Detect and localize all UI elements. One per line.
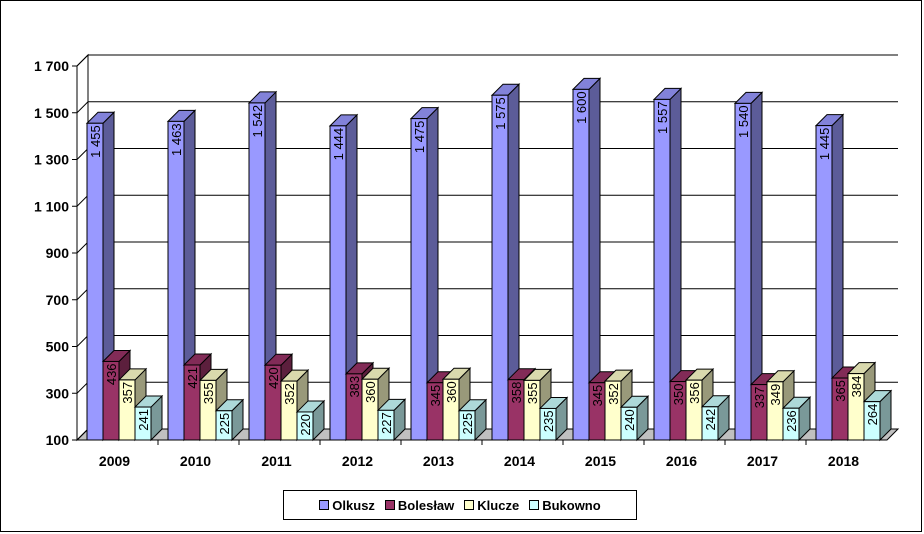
data-label: 337 xyxy=(752,387,767,409)
plot-back-wall xyxy=(77,55,898,440)
data-label: 242 xyxy=(703,409,718,431)
y-tick-label: 900 xyxy=(46,245,70,261)
data-label: 1 463 xyxy=(169,123,184,156)
data-label: 264 xyxy=(865,404,880,426)
bar-bukowno xyxy=(863,401,881,441)
data-label: 357 xyxy=(120,382,135,404)
x-tick-label: 2014 xyxy=(504,453,535,469)
legend-label: Bolesław xyxy=(397,497,455,513)
x-tick-label: 2017 xyxy=(747,453,778,469)
x-tick-label: 2013 xyxy=(423,453,454,469)
data-label: 420 xyxy=(266,367,281,389)
data-label: 1 444 xyxy=(331,128,346,161)
bar-bukowno xyxy=(701,406,719,441)
data-label: 349 xyxy=(768,384,783,406)
gridline xyxy=(76,54,898,67)
data-label: 436 xyxy=(104,363,119,385)
data-label: 235 xyxy=(541,410,556,432)
bar-bukowno xyxy=(539,407,557,441)
y-tick-label: 700 xyxy=(46,292,70,308)
data-label: 421 xyxy=(185,367,200,389)
y-tick-label: 100 xyxy=(46,432,70,448)
bar-olkusz xyxy=(653,98,671,441)
gridline xyxy=(76,101,898,114)
data-label: 383 xyxy=(347,376,362,398)
x-tick-label: 2012 xyxy=(342,453,373,469)
bar-klucze xyxy=(442,378,460,441)
x-tick-label: 2018 xyxy=(828,453,859,469)
legend-swatch xyxy=(464,500,475,510)
chart-legend: Olkusz Bolesław Klucze Bukowno xyxy=(283,490,637,520)
bar-olkusz xyxy=(734,102,752,441)
bar-olkusz xyxy=(572,88,590,441)
data-label: 1 542 xyxy=(250,105,265,138)
legend-entry: Bukowno xyxy=(529,498,601,513)
legend-label: Klucze xyxy=(477,497,520,513)
data-label: 345 xyxy=(590,385,605,407)
data-label: 360 xyxy=(363,381,378,403)
bar-olkusz xyxy=(815,125,833,441)
data-label: 1 575 xyxy=(493,97,508,130)
bar-klucze xyxy=(280,380,298,441)
data-label: 352 xyxy=(606,383,621,405)
x-tick-label: 2011 xyxy=(261,453,292,469)
data-label: 345 xyxy=(428,385,443,407)
legend-swatch xyxy=(529,500,540,510)
bar-bukowno xyxy=(377,409,395,441)
data-label: 360 xyxy=(444,381,459,403)
legend-entry: Klucze xyxy=(464,498,519,513)
data-label: 227 xyxy=(379,412,394,434)
data-label: 1 455 xyxy=(88,125,103,158)
data-label: 358 xyxy=(509,382,524,404)
data-label: 355 xyxy=(201,382,216,404)
data-label: 1 445 xyxy=(817,128,832,161)
bar-olkusz xyxy=(491,94,509,441)
bar-olkusz xyxy=(410,118,428,441)
bar-bukowno xyxy=(215,410,233,441)
data-label: 240 xyxy=(622,409,637,431)
legend-label: Olkusz xyxy=(332,497,375,513)
y-tick-label: 1 500 xyxy=(34,105,69,121)
data-label: 1 557 xyxy=(655,101,670,134)
data-label: 236 xyxy=(784,410,799,432)
data-label: 365 xyxy=(833,380,848,402)
bar-olkusz xyxy=(167,120,185,441)
data-label: 350 xyxy=(671,384,686,406)
data-label: 241 xyxy=(136,409,151,431)
y-tick-label: 500 xyxy=(46,339,70,355)
y-tick-label: 1 300 xyxy=(34,152,69,168)
legend-swatch xyxy=(319,500,330,510)
data-label: 384 xyxy=(849,376,864,398)
x-tick-label: 2009 xyxy=(99,453,130,469)
bar-bukowno xyxy=(296,411,314,441)
bar-bukowno xyxy=(620,406,638,441)
bar-bukowno xyxy=(134,406,152,441)
bar-olkusz xyxy=(248,102,266,441)
bar-olkusz xyxy=(329,125,347,441)
legend-entry: Olkusz xyxy=(319,498,375,513)
bar-bukowno xyxy=(458,410,476,441)
data-label: 1 475 xyxy=(412,121,427,154)
y-tick-label: 1 700 xyxy=(34,58,69,74)
x-tick-label: 2015 xyxy=(585,453,616,469)
legend-swatch xyxy=(384,500,395,510)
legend-label: Bukowno xyxy=(542,497,601,513)
data-label: 1 540 xyxy=(736,105,751,138)
y-tick-label: 1 100 xyxy=(34,198,69,214)
data-label: 356 xyxy=(687,382,702,404)
bar-olkusz xyxy=(86,122,104,441)
data-label: 352 xyxy=(282,383,297,405)
data-label: 1 600 xyxy=(574,91,589,124)
bar-bukowno xyxy=(782,407,800,441)
data-label: 355 xyxy=(525,382,540,404)
x-tick-label: 2010 xyxy=(180,453,211,469)
data-label: 225 xyxy=(217,413,232,435)
legend-entry: Bolesław xyxy=(384,497,455,513)
x-tick-label: 2016 xyxy=(666,453,697,469)
y-tick-label: 300 xyxy=(46,385,70,401)
data-label: 220 xyxy=(298,414,313,436)
data-label: 225 xyxy=(460,413,475,435)
